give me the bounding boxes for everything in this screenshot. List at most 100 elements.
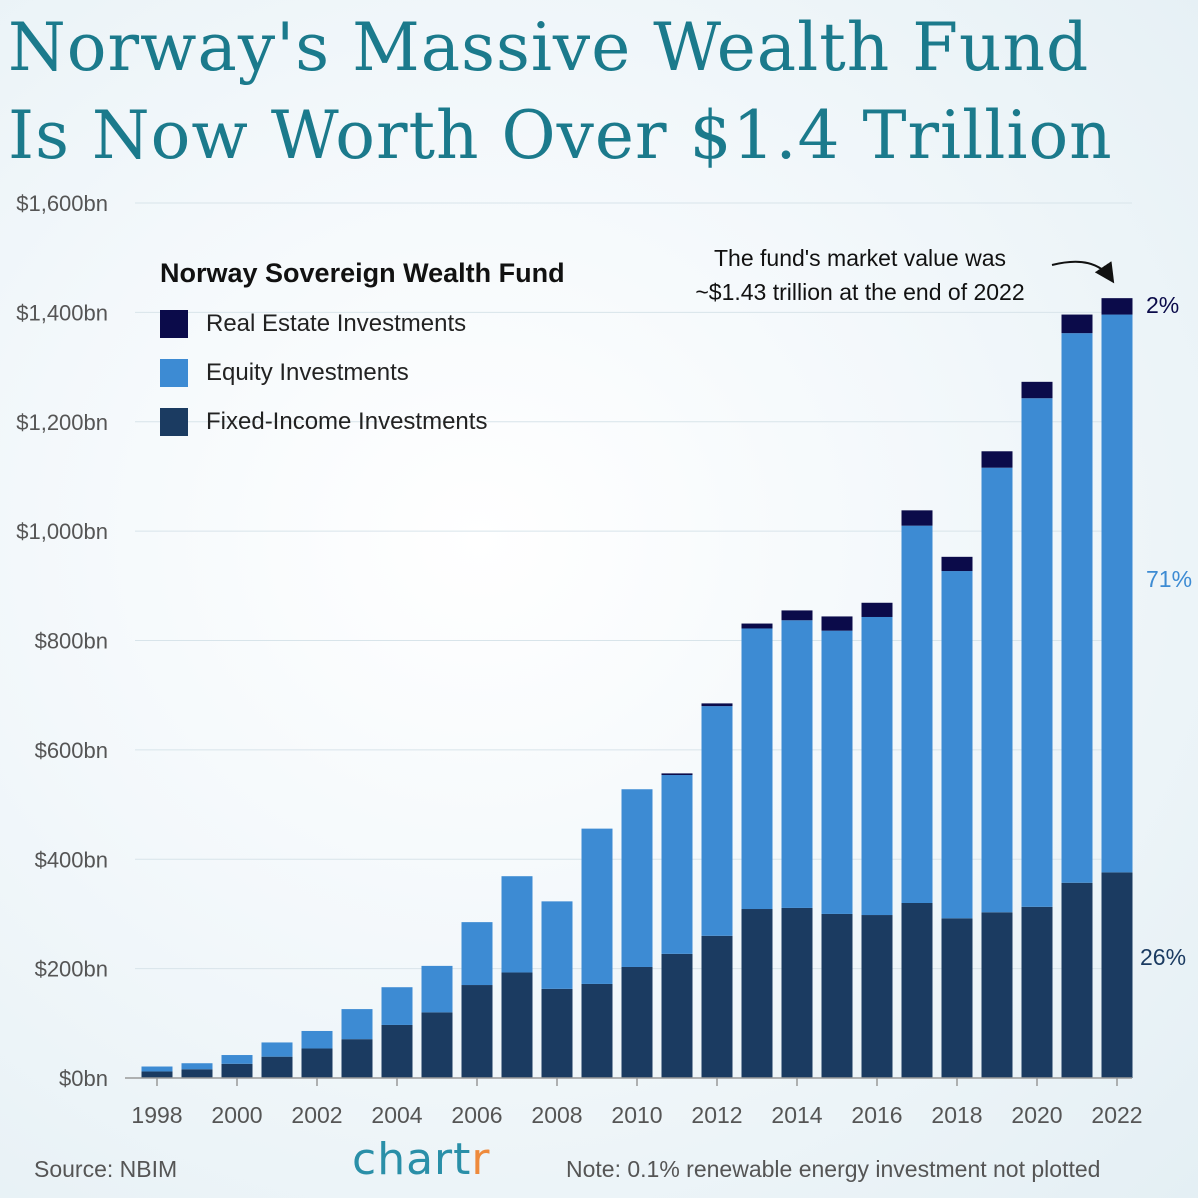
bar-segment	[1061, 314, 1093, 334]
y-tick-label: $400bn	[35, 847, 108, 872]
y-tick-label: $0bn	[59, 1066, 108, 1091]
bar-segment	[781, 620, 813, 908]
legend-title: Norway Sovereign Wealth Fund	[160, 258, 565, 288]
bar-segment	[1101, 314, 1133, 873]
bar-segment	[1021, 381, 1053, 399]
bar-segment	[1021, 398, 1053, 907]
legend-label-fixed-income: Fixed-Income Investments	[206, 407, 488, 435]
bar-segment	[1101, 872, 1133, 1078]
y-tick-label: $200bn	[35, 957, 108, 982]
logo-accent: r	[471, 1134, 491, 1185]
bar-segment	[621, 966, 653, 1078]
bar-segment	[181, 1063, 213, 1070]
bar-segment	[981, 912, 1013, 1078]
x-tick-label: 2014	[771, 1102, 822, 1128]
chartr-logo: chartr	[352, 1134, 490, 1185]
bar-segment	[741, 623, 773, 629]
bar-segment	[861, 602, 893, 617]
bar-segment	[901, 903, 933, 1078]
bar-segment	[861, 915, 893, 1078]
bar-segment	[1061, 882, 1093, 1078]
bar-segment	[301, 1048, 333, 1078]
x-tick-label: 2004	[371, 1102, 422, 1128]
legend-item-real-estate: Real Estate Investments	[160, 299, 565, 348]
bar-segment	[501, 972, 533, 1078]
bar-segment	[741, 628, 773, 910]
bar-segment	[541, 901, 573, 989]
bar-segment	[1101, 298, 1133, 315]
x-tick-label: 2000	[211, 1102, 262, 1128]
share-equity: 71%	[1146, 566, 1193, 592]
annotation-line-1: The fund's market value was	[713, 245, 1007, 271]
bar-segment	[981, 467, 1013, 913]
bar-segment	[941, 556, 973, 572]
y-tick-label: $600bn	[35, 738, 108, 763]
y-tick-label: $1,200bn	[16, 410, 108, 435]
bar-segment	[821, 913, 853, 1078]
bar-segment	[661, 773, 693, 776]
bar-segment	[821, 616, 853, 631]
bar-segment	[461, 922, 493, 986]
bar-segment	[781, 610, 813, 621]
bar-segment	[581, 983, 613, 1078]
bar-segment	[701, 706, 733, 936]
bar-segment	[541, 988, 573, 1078]
bar-segment	[661, 953, 693, 1078]
bar-segment	[381, 987, 413, 1025]
legend-label-real-estate: Real Estate Investments	[206, 309, 467, 337]
bar-segment	[141, 1071, 173, 1078]
bar-segment	[661, 775, 693, 954]
legend-swatch-real-estate	[160, 309, 188, 338]
axes: $0bn $200bn $400bn $600bn $800bn $1,000bn $1,2…	[16, 191, 1142, 1128]
x-tick-label: 2022	[1091, 1102, 1142, 1128]
bar-segment	[861, 616, 893, 916]
annotation: The fund's market value was ~$1.43 trill…	[640, 241, 1080, 309]
legend-item-fixed-income: Fixed-Income Investments	[160, 397, 565, 446]
bar-segment	[341, 1039, 373, 1078]
bar-segment	[901, 510, 933, 526]
bar-segment	[741, 909, 773, 1078]
bar-segment	[621, 789, 653, 967]
x-tick-label: 2002	[291, 1102, 342, 1128]
x-tick-label: 2006	[451, 1102, 502, 1128]
y-tick-label: $1,000bn	[16, 519, 108, 544]
bar-segment	[821, 630, 853, 914]
bar-segment	[901, 525, 933, 903]
bar-segment	[221, 1063, 253, 1078]
bars	[141, 298, 1133, 1078]
x-tick-label: 2018	[931, 1102, 982, 1128]
title-line-1: Norway's Massive Wealth Fund	[8, 9, 1090, 86]
y-tick-label: $800bn	[35, 629, 108, 654]
x-tick-label: 2008	[531, 1102, 582, 1128]
bar-segment	[261, 1042, 293, 1057]
bar-segment	[181, 1069, 213, 1078]
bar-segment	[701, 935, 733, 1078]
x-tick-label: 2012	[691, 1102, 742, 1128]
legend-swatch-equity	[160, 358, 188, 387]
x-tick-label: 2020	[1011, 1102, 1062, 1128]
bar-segment	[461, 985, 493, 1078]
chart-title: Norway's Massive Wealth Fund Is Now Wort…	[8, 4, 1198, 180]
y-tick-label: $1,400bn	[16, 300, 108, 325]
share-real-estate: 2%	[1146, 292, 1180, 318]
legend: Norway Sovereign Wealth Fund Real Estate…	[160, 258, 565, 446]
bar-segment	[941, 918, 973, 1078]
title-line-2: Is Now Worth Over $1.4 Trillion	[8, 97, 1113, 174]
source-note: Source: NBIM	[34, 1156, 178, 1182]
bar-segment	[581, 828, 613, 984]
bar-segment	[981, 451, 1013, 468]
bar-segment	[341, 1009, 373, 1040]
legend-item-equity: Equity Investments	[160, 348, 565, 397]
legend-label-equity: Equity Investments	[206, 358, 409, 386]
x-tick-label: 1998	[131, 1102, 182, 1128]
annotation-arrow	[1051, 260, 1115, 284]
y-tick-label: $1,600bn	[16, 191, 108, 216]
bar-segment	[941, 571, 973, 919]
bar-segment	[1061, 333, 1093, 883]
legend-swatch-fixed-income	[160, 407, 188, 436]
share-fixed-income: 26%	[1140, 944, 1187, 970]
bar-segment	[501, 876, 533, 973]
annotation-line-2: ~$1.43 trillion at the end of 2022	[695, 279, 1025, 305]
bar-segment	[781, 907, 813, 1078]
logo-main: chart	[352, 1134, 472, 1185]
